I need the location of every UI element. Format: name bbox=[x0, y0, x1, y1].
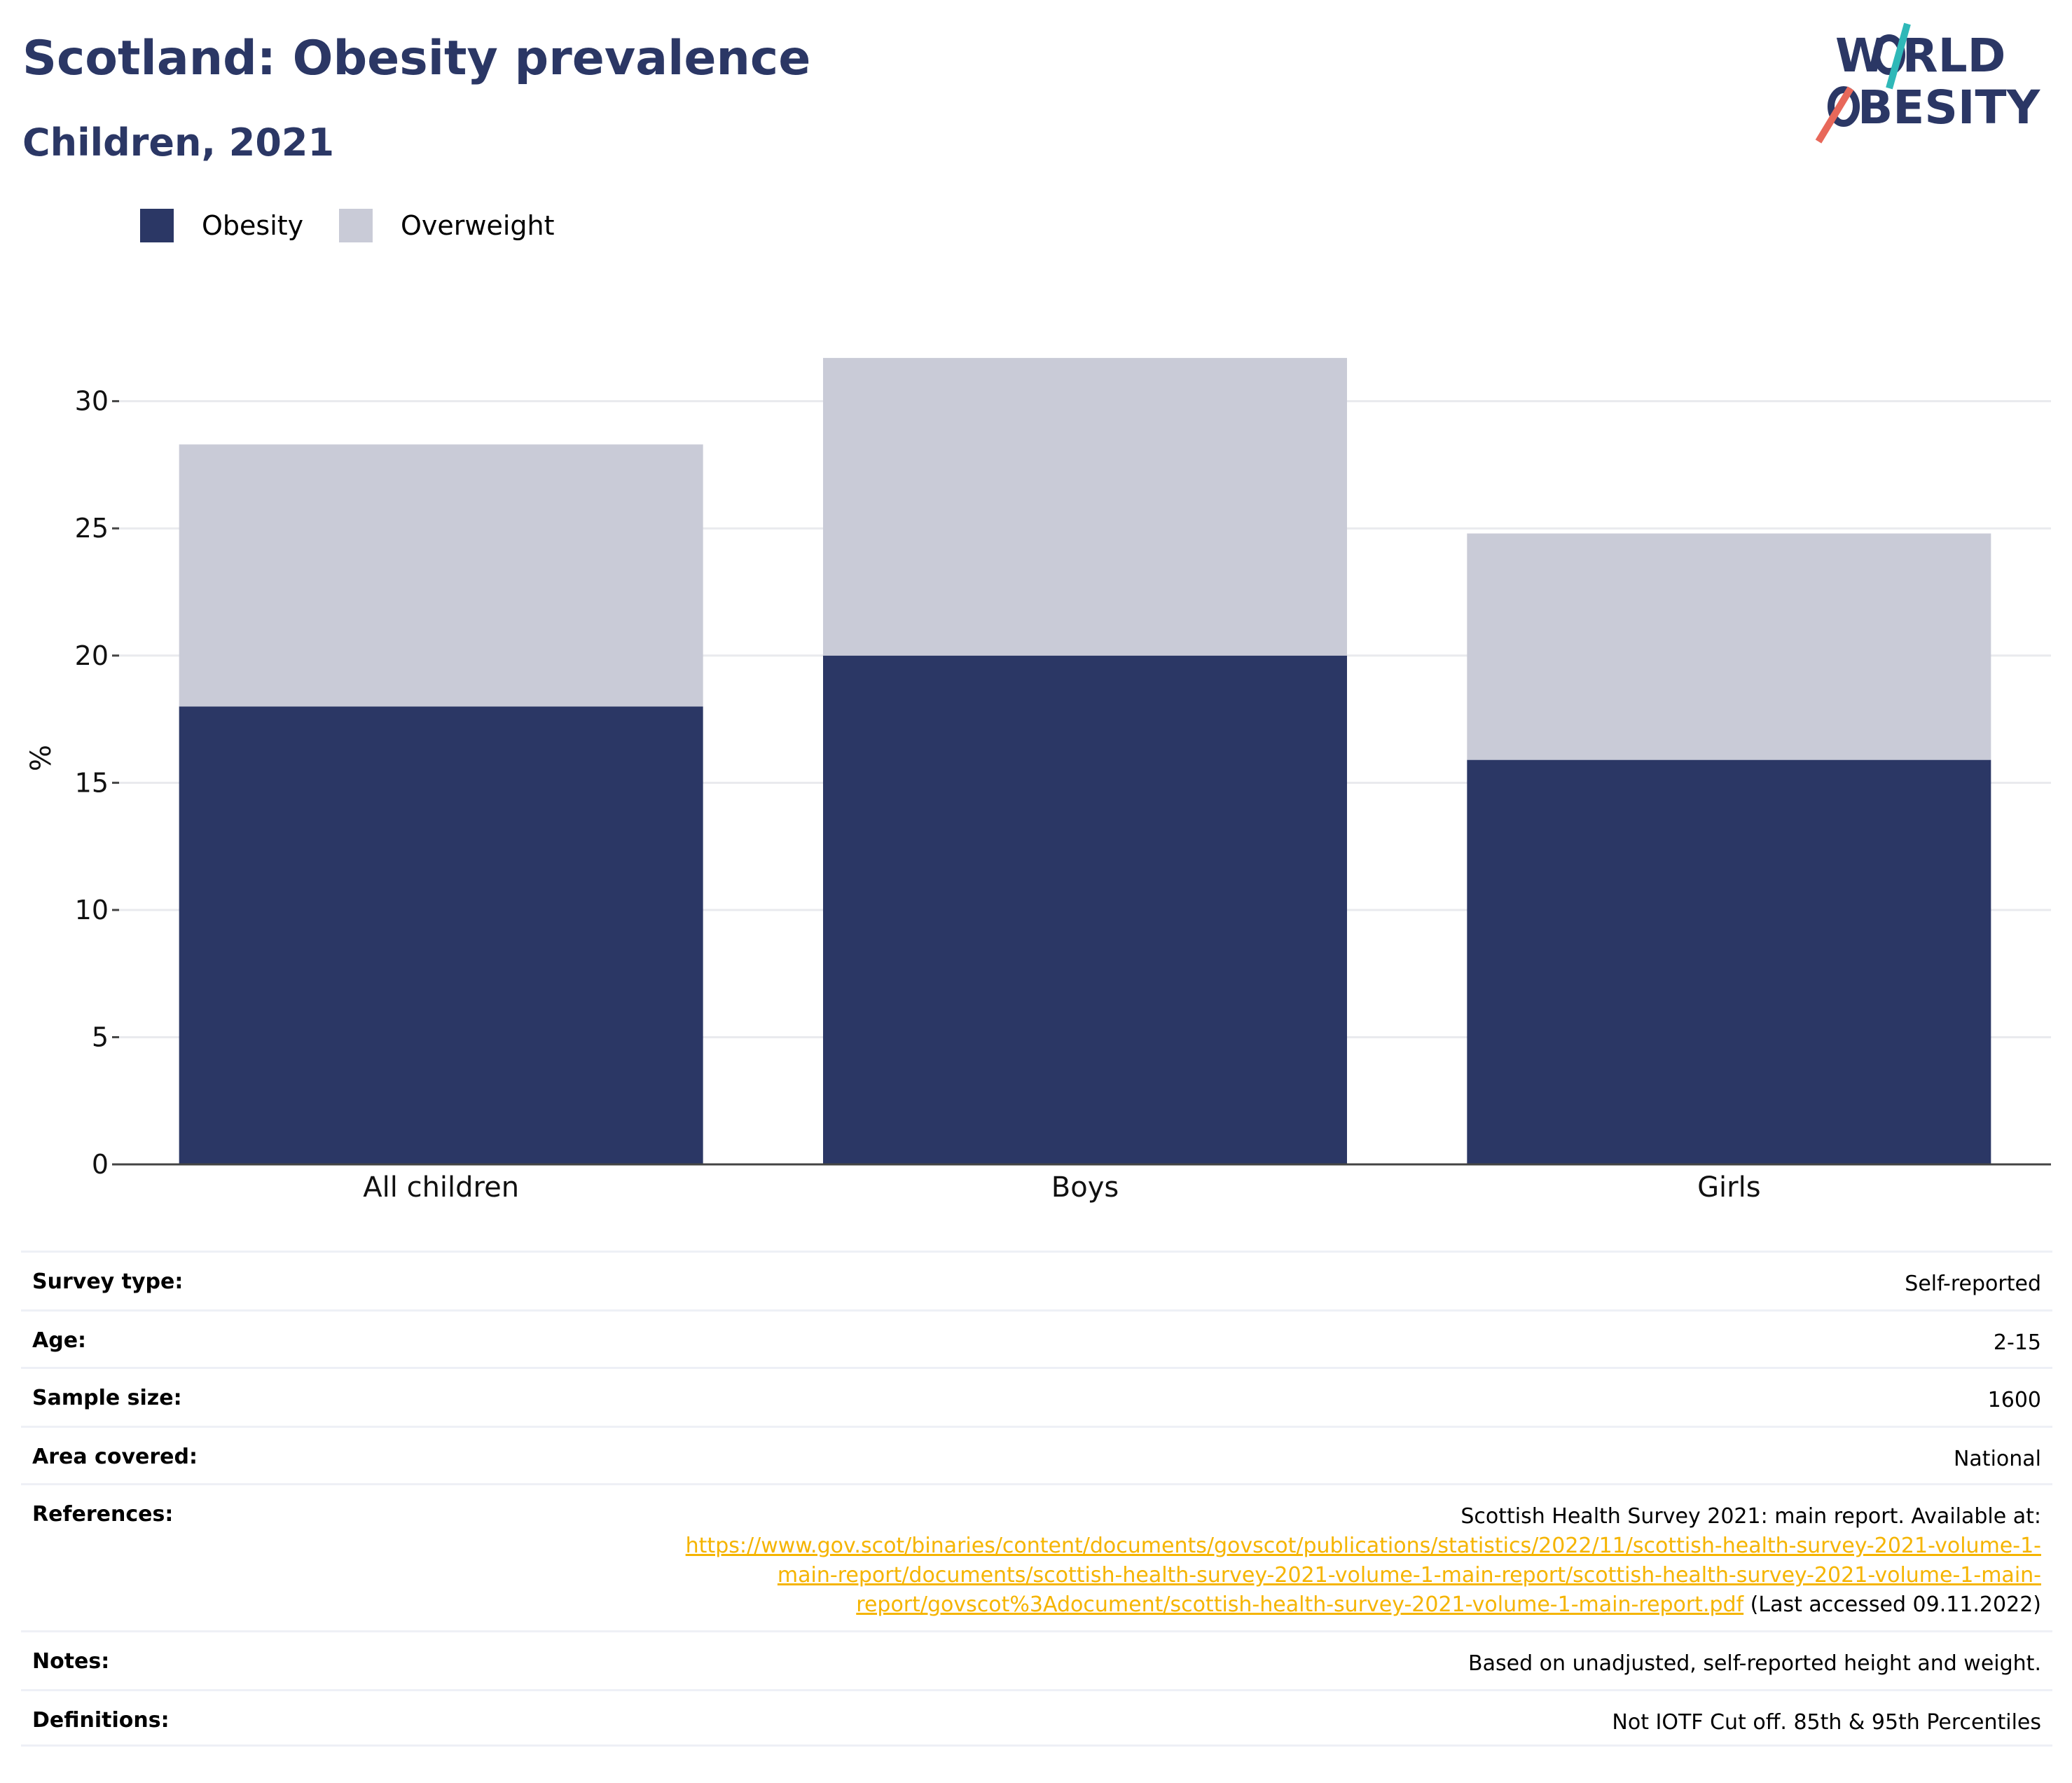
meta-value: 1600 bbox=[1987, 1388, 2041, 1412]
bar-obesity bbox=[1467, 759, 1991, 1164]
bar-chart: 0 5 10 15 20 25 30% All children Boys Girls bbox=[25, 357, 2051, 1204]
y-axis-label: % bbox=[25, 745, 57, 771]
meta-row-age: Age: 2-15 bbox=[21, 1309, 2052, 1367]
y-tick-label: 20 bbox=[75, 640, 109, 671]
logo-o2 bbox=[1828, 86, 1860, 127]
meta-label: Age: bbox=[32, 1328, 87, 1353]
survey-metadata-table: Survey type: Self-reported Age: 2-15 Sam… bbox=[21, 1251, 2052, 1747]
meta-label: References: bbox=[32, 1502, 174, 1527]
reference-link-line-3[interactable]: report/govscot%3Adocument/scottish-healt… bbox=[856, 1592, 1744, 1617]
reference-link-line-2[interactable]: main-report/documents/scottish-health-su… bbox=[777, 1563, 2041, 1588]
meta-value: Self-reported bbox=[1905, 1272, 2041, 1296]
chart-subtitle: Children, 2021 bbox=[22, 121, 335, 165]
x-tick-label: Girls bbox=[1697, 1171, 1761, 1204]
x-tick-label: Boys bbox=[1051, 1171, 1119, 1204]
legend-label-overweight: Overweight bbox=[401, 210, 555, 241]
reference-text: Scottish Health Survey 2021: main report… bbox=[1460, 1504, 2041, 1529]
meta-row-survey-type: Survey type: Self-reported bbox=[21, 1251, 2052, 1309]
y-tick-label: 10 bbox=[75, 895, 109, 925]
bar-overweight bbox=[179, 444, 703, 707]
meta-label: Area covered: bbox=[32, 1445, 198, 1469]
legend-item-overweight[interactable]: Overweight bbox=[339, 207, 555, 244]
y-tick-label: 5 bbox=[92, 1021, 109, 1052]
meta-value: 2-15 bbox=[1993, 1330, 2041, 1355]
reference-accessed: (Last accessed 09.11.2022) bbox=[1743, 1592, 2041, 1617]
meta-label: Definitions: bbox=[32, 1708, 170, 1733]
y-tick-label: 15 bbox=[75, 767, 109, 798]
legend-item-obesity[interactable]: Obesity bbox=[140, 207, 303, 244]
logo-teal-stroke bbox=[1886, 22, 1911, 90]
logo-line1: W RLD bbox=[1835, 29, 2005, 83]
legend-label-obesity: Obesity bbox=[202, 210, 304, 241]
y-tick-label: 30 bbox=[75, 386, 109, 417]
reference-link-line-1[interactable]: https://www.gov.scot/binaries/content/do… bbox=[685, 1534, 2041, 1558]
bar-obesity bbox=[179, 706, 703, 1164]
meta-value: National bbox=[1953, 1447, 2041, 1471]
bar-obesity bbox=[823, 655, 1347, 1164]
legend-swatch-obesity bbox=[140, 209, 174, 242]
meta-row-area-covered: Area covered: National bbox=[21, 1426, 2052, 1483]
meta-label: Notes: bbox=[32, 1649, 110, 1674]
x-tick-label: All children bbox=[363, 1171, 519, 1204]
meta-value: Scottish Health Survey 2021: main report… bbox=[686, 1502, 2041, 1620]
meta-label: Survey type: bbox=[32, 1269, 184, 1294]
logo-line2: BESITY bbox=[1858, 81, 2041, 135]
bar-overweight bbox=[823, 357, 1347, 656]
meta-value: Based on unadjusted, self-reported heigh… bbox=[1468, 1651, 2041, 1676]
y-tick-label: 25 bbox=[75, 513, 109, 544]
meta-row-definitions: Definitions: Not IOTF Cut off. 85th & 95… bbox=[21, 1689, 2052, 1747]
bar-overweight bbox=[1467, 533, 1991, 760]
meta-value: Not IOTF Cut off. 85th & 95th Percentile… bbox=[1612, 1710, 2041, 1735]
legend-swatch-overweight bbox=[339, 209, 373, 242]
meta-row-references: References: Scottish Health Survey 2021:… bbox=[21, 1483, 2052, 1630]
world-obesity-logo: W RLD BESITY bbox=[1815, 22, 2041, 144]
meta-row-notes: Notes: Based on unadjusted, self-reporte… bbox=[21, 1630, 2052, 1689]
chart-title: Scotland: Obesity prevalence bbox=[22, 31, 811, 86]
logo-red-stroke bbox=[1815, 86, 1854, 144]
meta-row-sample-size: Sample size: 1600 bbox=[21, 1367, 2052, 1426]
y-tick-label: 0 bbox=[92, 1149, 109, 1180]
meta-label: Sample size: bbox=[32, 1386, 182, 1410]
